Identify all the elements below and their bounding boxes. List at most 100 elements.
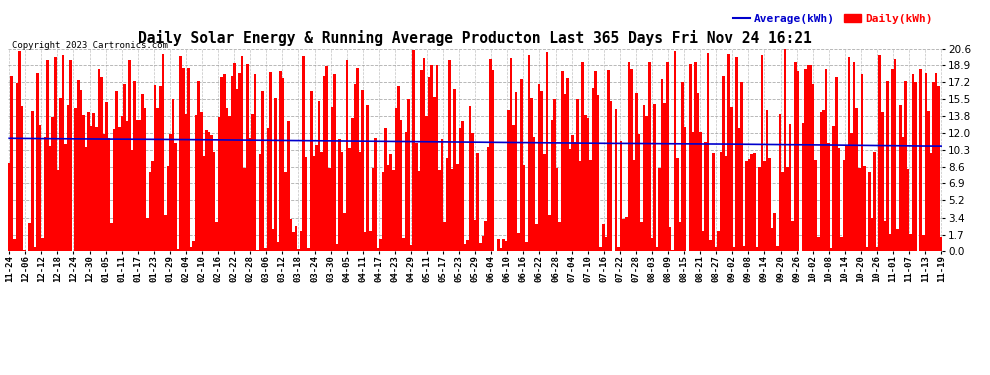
Bar <box>144 108 147 251</box>
Text: Copyright 2023 Cartronics.com: Copyright 2023 Cartronics.com <box>12 41 167 50</box>
Bar <box>161 54 164 251</box>
Bar <box>868 171 871 251</box>
Bar <box>538 84 541 251</box>
Bar <box>100 77 103 251</box>
Bar <box>336 244 339 251</box>
Bar <box>781 172 784 251</box>
Bar <box>271 229 274 251</box>
Bar <box>8 163 11 251</box>
Bar <box>36 73 39 251</box>
Bar <box>523 165 525 251</box>
Bar <box>258 154 261 251</box>
Bar <box>597 94 599 251</box>
Bar <box>284 172 287 251</box>
Bar <box>321 152 323 251</box>
Bar <box>402 238 405 251</box>
Bar <box>313 156 315 251</box>
Bar <box>415 142 418 251</box>
Bar <box>576 99 579 251</box>
Bar <box>671 250 673 251</box>
Bar <box>241 56 244 251</box>
Bar <box>661 79 663 251</box>
Bar <box>558 222 561 251</box>
Bar <box>428 77 431 251</box>
Bar <box>728 54 730 251</box>
Bar <box>736 57 738 251</box>
Bar <box>44 137 47 251</box>
Bar <box>205 130 208 251</box>
Bar <box>896 230 899 251</box>
Bar <box>804 69 807 251</box>
Bar <box>356 68 358 251</box>
Bar <box>407 99 410 251</box>
Bar <box>571 135 574 251</box>
Bar <box>200 112 203 251</box>
Bar <box>29 223 31 251</box>
Bar <box>24 250 26 251</box>
Bar <box>658 168 661 251</box>
Bar <box>725 156 728 251</box>
Bar <box>328 168 331 251</box>
Bar <box>817 237 820 251</box>
Bar <box>358 152 361 251</box>
Bar <box>791 221 794 251</box>
Bar <box>448 60 450 251</box>
Bar <box>56 170 59 251</box>
Bar <box>231 76 234 251</box>
Bar <box>894 59 896 251</box>
Bar <box>16 83 18 251</box>
Bar <box>256 250 258 251</box>
Bar <box>287 120 289 251</box>
Bar <box>676 158 679 251</box>
Bar <box>684 127 686 251</box>
Bar <box>873 152 876 251</box>
Bar <box>541 91 544 251</box>
Bar <box>253 74 256 251</box>
Bar <box>587 117 589 251</box>
Bar <box>920 69 922 251</box>
Bar <box>912 74 915 251</box>
Bar <box>710 240 712 251</box>
Title: Daily Solar Energy & Running Average Producton Last 365 Days Fri Nov 24 16:21: Daily Solar Energy & Running Average Pro… <box>139 30 812 46</box>
Bar <box>689 64 692 251</box>
Bar <box>228 116 231 251</box>
Bar <box>835 76 838 251</box>
Bar <box>116 91 118 251</box>
Bar <box>177 249 179 251</box>
Bar <box>842 160 845 251</box>
Bar <box>433 97 436 251</box>
Bar <box>933 82 935 251</box>
Bar <box>481 236 484 251</box>
Bar <box>884 221 886 251</box>
Bar <box>860 74 863 251</box>
Bar <box>420 70 423 251</box>
Bar <box>92 114 95 251</box>
Bar <box>807 65 810 251</box>
Bar <box>289 219 292 251</box>
Bar <box>274 98 277 251</box>
Bar <box>730 107 733 251</box>
Bar <box>847 57 850 251</box>
Bar <box>113 129 116 251</box>
Bar <box>476 153 479 251</box>
Bar <box>784 49 786 251</box>
Bar <box>308 248 310 251</box>
Bar <box>741 82 742 251</box>
Bar <box>520 80 523 251</box>
Bar <box>850 134 852 251</box>
Bar <box>190 247 192 251</box>
Bar <box>456 164 458 251</box>
Bar <box>108 138 110 251</box>
Bar <box>77 80 79 251</box>
Bar <box>692 132 694 251</box>
Bar <box>610 100 612 251</box>
Bar <box>852 62 855 251</box>
Bar <box>79 90 82 251</box>
Bar <box>574 142 576 251</box>
Bar <box>858 168 860 251</box>
Bar <box>889 234 891 251</box>
Bar <box>344 213 346 251</box>
Bar <box>650 238 653 251</box>
Bar <box>828 143 830 251</box>
Bar <box>899 105 902 251</box>
